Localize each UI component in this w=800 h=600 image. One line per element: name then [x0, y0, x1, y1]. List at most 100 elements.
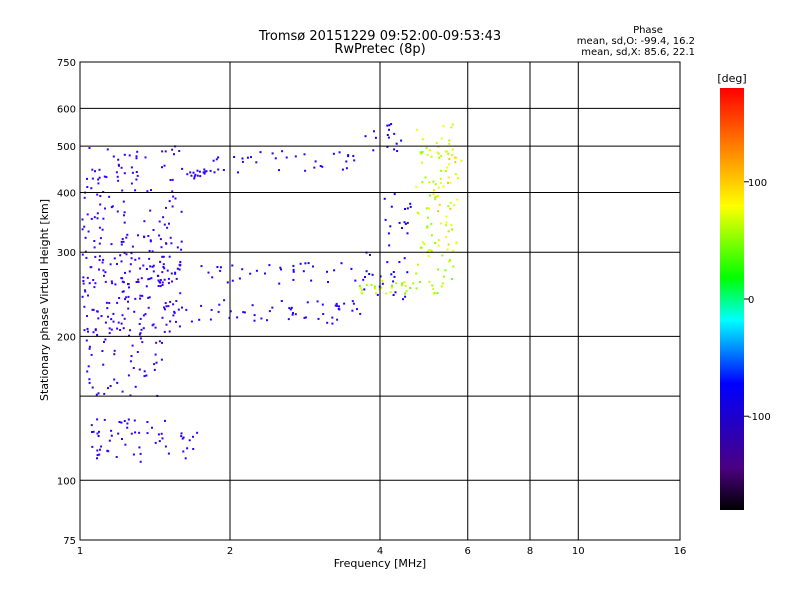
data-point: [423, 243, 426, 246]
data-point: [101, 350, 104, 352]
data-point: [147, 306, 150, 309]
data-point: [370, 284, 373, 286]
data-point: [181, 306, 183, 309]
data-point: [178, 325, 181, 328]
data-point: [91, 386, 94, 389]
data-point: [86, 315, 88, 317]
data-point: [405, 290, 408, 293]
data-point: [123, 317, 126, 320]
data-point: [127, 418, 130, 421]
data-point: [103, 175, 106, 178]
colorbar-label: [deg]: [717, 72, 746, 85]
data-point: [91, 308, 94, 311]
data-point: [307, 262, 310, 265]
data-point: [151, 265, 154, 268]
data-point: [304, 262, 307, 265]
data-point: [113, 378, 116, 381]
data-point: [209, 318, 212, 321]
data-point: [86, 186, 89, 188]
data-point: [98, 242, 101, 245]
data-point: [285, 156, 288, 159]
data-point: [134, 297, 137, 300]
data-point: [184, 457, 187, 460]
data-point: [353, 159, 356, 162]
data-point: [335, 302, 338, 305]
data-point: [157, 285, 160, 287]
data-point: [129, 360, 132, 363]
data-point: [303, 316, 306, 319]
data-point: [121, 189, 124, 192]
data-point: [96, 310, 99, 313]
data-point: [81, 295, 84, 298]
data-point: [96, 217, 99, 220]
data-point: [437, 195, 440, 197]
data-point: [434, 242, 437, 244]
data-point: [140, 277, 143, 280]
data-point: [102, 269, 105, 272]
data-point: [333, 269, 336, 272]
data-point: [91, 168, 94, 171]
data-point: [175, 320, 177, 323]
data-point: [392, 294, 395, 296]
data-point: [122, 327, 125, 330]
data-point: [172, 303, 175, 306]
data-point: [106, 148, 109, 151]
data-point: [412, 282, 415, 285]
data-point: [445, 224, 447, 227]
data-point: [131, 171, 134, 174]
data-point: [440, 222, 442, 225]
data-point: [204, 170, 207, 173]
data-point: [158, 340, 161, 343]
data-point: [100, 315, 103, 317]
data-point: [116, 210, 119, 213]
data-point: [96, 212, 99, 215]
data-point: [427, 216, 429, 219]
data-point: [358, 284, 361, 287]
data-point: [145, 268, 148, 270]
y-tick-label: 500: [57, 142, 76, 153]
data-point: [211, 276, 214, 279]
data-point: [259, 151, 262, 154]
data-point: [430, 250, 433, 252]
data-point: [403, 281, 406, 284]
data-point: [123, 420, 126, 422]
data-point: [121, 290, 124, 293]
data-point: [85, 256, 88, 259]
data-point: [392, 280, 395, 283]
data-point: [161, 284, 164, 286]
data-point: [123, 221, 126, 224]
data-point: [182, 436, 185, 439]
data-point: [447, 181, 449, 184]
data-point: [398, 261, 401, 263]
data-point: [394, 291, 397, 294]
data-point: [428, 194, 431, 197]
data-point: [84, 236, 87, 239]
data-point: [170, 242, 173, 245]
data-point: [153, 368, 156, 371]
data-point: [451, 123, 454, 126]
data-point: [193, 175, 196, 178]
data-point: [302, 270, 305, 273]
data-point: [241, 268, 244, 271]
data-point: [460, 159, 463, 162]
data-point: [415, 272, 418, 275]
data-point: [171, 178, 174, 181]
data-point: [88, 378, 91, 381]
data-point: [354, 279, 357, 282]
data-point: [401, 284, 404, 287]
data-point: [403, 257, 406, 260]
data-point: [200, 304, 203, 307]
data-point: [223, 299, 226, 302]
data-point: [338, 151, 341, 154]
data-point: [454, 161, 457, 164]
data-point: [140, 328, 143, 331]
data-point: [164, 445, 167, 448]
data-point: [87, 330, 89, 333]
data-point: [447, 243, 450, 246]
data-point: [87, 230, 90, 233]
data-point: [336, 304, 338, 307]
data-point: [447, 205, 450, 208]
data-point: [331, 322, 334, 325]
data-point: [165, 206, 167, 209]
data-point: [111, 282, 114, 285]
